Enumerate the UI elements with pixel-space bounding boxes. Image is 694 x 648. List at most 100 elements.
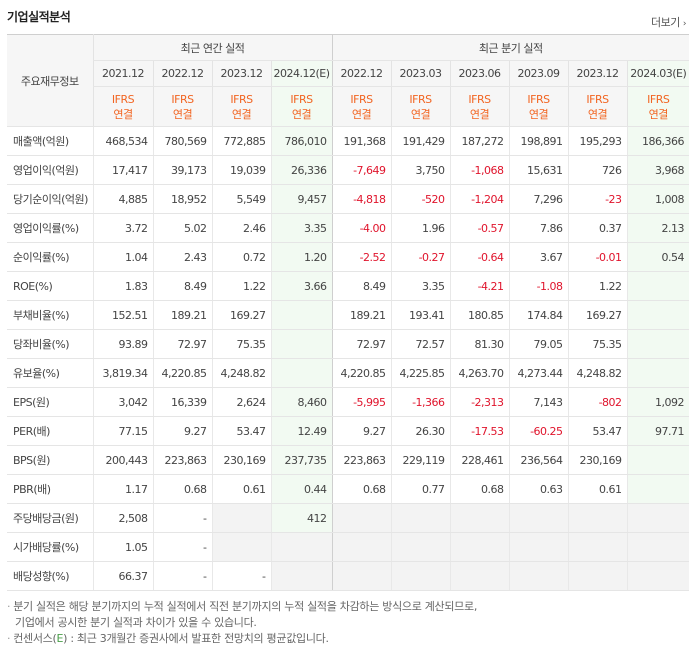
value-cell — [331, 532, 392, 562]
ifrs-label: IFRS — [111, 92, 135, 106]
table-row: 유보율(%) 3,819.34 4,220.85 4,248.82 4,220.85 4,… — [7, 358, 690, 388]
value-cell: 187,272 — [449, 126, 510, 156]
consolidated-label: 연결 — [410, 107, 431, 121]
table-row: 매출액(억원) 468,534 780,569 772,885 786,010 191,3… — [7, 126, 690, 156]
row-label: 영업이익(억원) — [7, 155, 93, 185]
consolidated-label: 연결 — [291, 107, 312, 121]
value-cell: 79.05 — [508, 329, 569, 359]
value-cell: 0.61 — [567, 474, 628, 504]
table-row: EPS(원) 3,042 16,339 2,624 8,460 -5,995 -1,366-… — [7, 387, 690, 417]
value-cell — [508, 532, 569, 562]
row-label: 부채비율(%) — [7, 300, 93, 330]
value-cell: 3,042 — [92, 387, 153, 417]
value-cell: 236,564 — [508, 445, 569, 475]
value-cell: 72.97 — [331, 329, 392, 359]
accounting-standard-row: IFRS 연결 IFRS 연결 IFRS 연결 IFRS 연결 IFRS 연결 IFRS 연결 IFRS… — [7, 86, 690, 127]
financial-table: 주요재무정보 최근 연간 실적 최근 분기 실적 2021.12 2022.12 2… — [7, 34, 690, 591]
value-cell — [508, 561, 569, 591]
value-cell: - — [211, 561, 271, 591]
value-cell: 1.22 — [567, 271, 628, 301]
value-cell: -23 — [567, 184, 628, 214]
value-cell: 4,225.85 — [390, 358, 451, 388]
table-body: 매출액(억원) 468,534 780,569 772,885 786,010 191,3… — [7, 126, 690, 591]
ifrs-label: IFRS — [230, 92, 253, 106]
period-header: 2021.12 — [92, 60, 153, 87]
table-row: ROE(%) 1.83 8.49 1.22 3.66 8.49 3.35 -4.21 -1.08… — [7, 271, 690, 301]
value-cell: 3,819.34 — [92, 358, 153, 388]
standard-cell: IFRS 연결 — [92, 86, 153, 127]
value-cell: 0.68 — [331, 474, 392, 504]
consolidated-label: 연결 — [528, 107, 549, 121]
value-cell: 81.30 — [449, 329, 510, 359]
ifrs-label: IFRS — [409, 92, 432, 106]
value-cell: 1,008 — [626, 184, 690, 214]
value-cell: -7,649 — [331, 155, 392, 185]
row-label: 당기순이익(억원) — [7, 184, 93, 214]
value-cell: 228,461 — [449, 445, 510, 475]
row-label: 매출액(억원) — [7, 126, 93, 156]
value-cell: -4,818 — [331, 184, 392, 214]
value-cell: 200,443 — [92, 445, 153, 475]
value-cell: 1.20 — [270, 242, 333, 272]
row-label: 주당배당금(원) — [7, 503, 93, 533]
value-cell: 229,119 — [390, 445, 451, 475]
value-cell: - — [152, 561, 212, 591]
table-row: 영업이익률(%) 3.72 5.02 2.46 3.35 -4.00 1.96 -0.57 7.… — [7, 213, 690, 243]
value-cell — [331, 561, 392, 591]
value-cell: 4,263.70 — [449, 358, 510, 388]
value-cell: 412 — [270, 503, 333, 533]
period-header: 2024.12(E) — [270, 60, 333, 87]
more-label[interactable]: 더보기 — [651, 16, 680, 29]
value-cell — [626, 532, 690, 562]
more-link[interactable]: 더보기 › — [651, 14, 687, 30]
value-cell: 0.68 — [152, 474, 212, 504]
value-cell: 26,336 — [270, 155, 333, 185]
value-cell: -1,366 — [390, 387, 451, 417]
value-cell — [270, 329, 333, 359]
row-label: 당좌비율(%) — [7, 329, 93, 359]
table-row: 시가배당률(%) 1.05- — [7, 532, 690, 562]
standard-cell: IFRS 연결 — [390, 86, 451, 127]
standard-cell: IFRS 연결 — [508, 86, 569, 127]
value-cell: 97.71 — [626, 416, 690, 446]
value-cell: 772,885 — [211, 126, 271, 156]
value-cell: 2,508 — [92, 503, 153, 533]
value-cell — [270, 300, 333, 330]
value-cell — [567, 532, 628, 562]
value-cell: -802 — [567, 387, 628, 417]
value-cell: 0.37 — [567, 213, 628, 243]
value-cell: 0.68 — [449, 474, 510, 504]
value-cell: -1,204 — [449, 184, 510, 214]
value-cell: 66.37 — [92, 561, 153, 591]
value-cell: 53.47 — [567, 416, 628, 446]
value-cell — [390, 503, 451, 533]
value-cell: 18,952 — [152, 184, 212, 214]
table-row: 순이익률(%) 1.04 2.43 0.72 1.20 -2.52 -0.27 -0.64 3.… — [7, 242, 690, 272]
value-cell: 17,417 — [92, 155, 153, 185]
value-cell: - — [152, 503, 212, 533]
table-row: BPS(원) 200,443 223,863 230,169 237,735 223,86… — [7, 445, 690, 475]
value-cell: -5,995 — [331, 387, 392, 417]
value-cell: 9,457 — [270, 184, 333, 214]
footnotes: · 분기 실적은 해당 분기까지의 누적 실적에서 직전 분기까지의 누적 실적을… — [7, 599, 687, 647]
value-cell — [567, 561, 628, 591]
value-cell: -1.08 — [508, 271, 569, 301]
table-row: 배당성향(%) 66.37- - — [7, 561, 690, 591]
period-header: 2022.12 — [331, 60, 392, 87]
value-cell: 3.35 — [270, 213, 333, 243]
value-cell: -17.53 — [449, 416, 510, 446]
value-cell: 72.97 — [152, 329, 212, 359]
consolidated-label: 연결 — [113, 107, 133, 121]
consolidated-label: 연결 — [351, 107, 372, 121]
value-cell: 9.27 — [152, 416, 212, 446]
value-cell: 4,220.85 — [152, 358, 212, 388]
row-label: 유보율(%) — [7, 358, 93, 388]
value-cell: 3.35 — [390, 271, 451, 301]
period-header: 2022.12 — [152, 60, 212, 87]
value-cell: 3,750 — [390, 155, 451, 185]
period-header-row: 2021.12 2022.12 2023.12 2024.12(E) 2022.12 20… — [7, 60, 690, 87]
row-label: ROE(%) — [7, 271, 93, 301]
value-cell: 198,891 — [508, 126, 569, 156]
value-cell: 230,169 — [567, 445, 628, 475]
row-label: 영업이익률(%) — [7, 213, 93, 243]
